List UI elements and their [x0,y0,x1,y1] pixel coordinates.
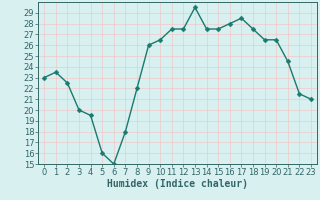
X-axis label: Humidex (Indice chaleur): Humidex (Indice chaleur) [107,179,248,189]
